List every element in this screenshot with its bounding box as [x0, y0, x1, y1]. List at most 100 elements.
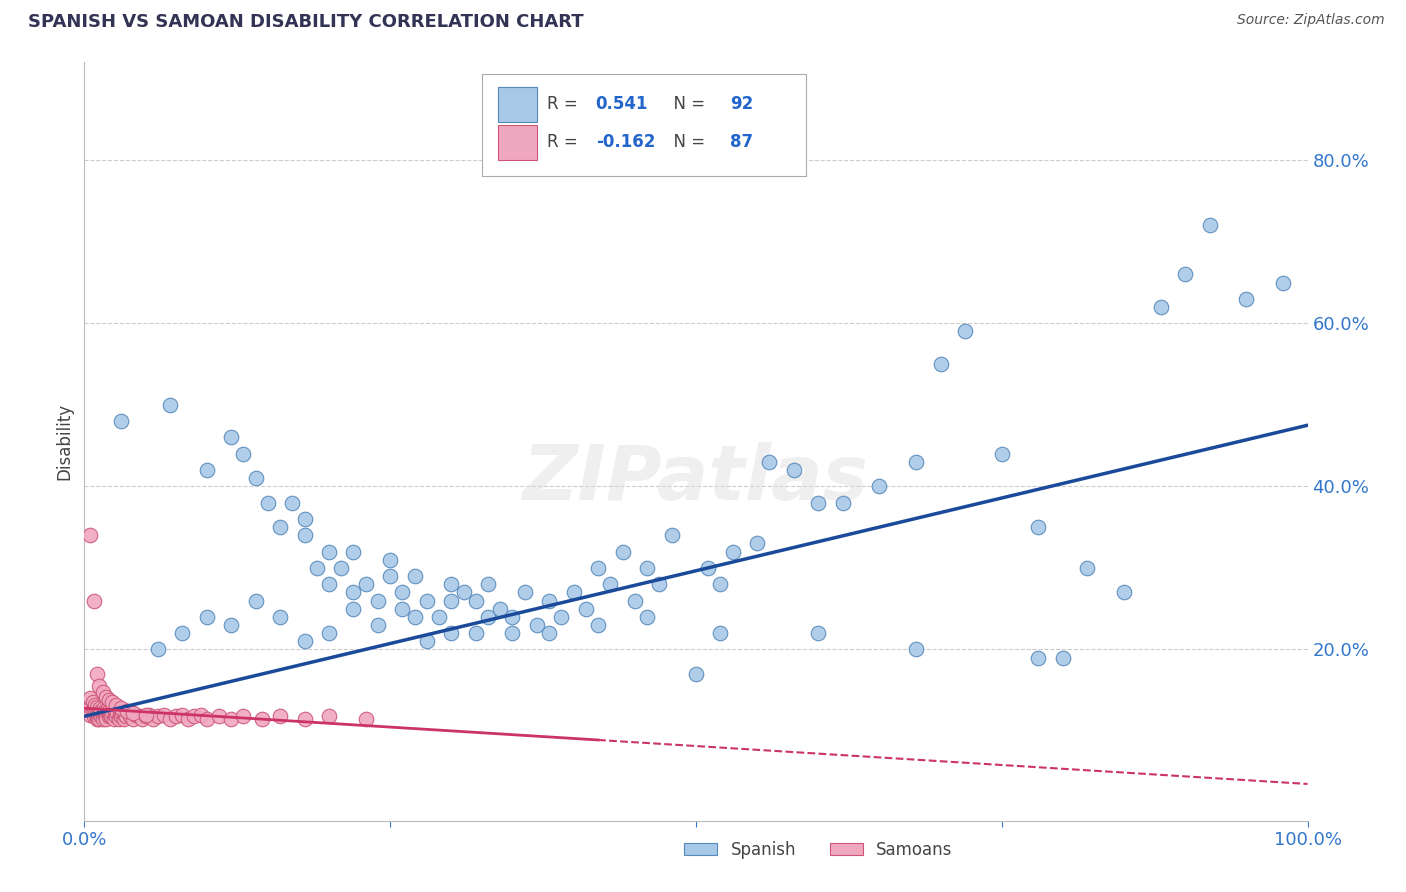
Point	[97, 706, 120, 720]
FancyBboxPatch shape	[498, 87, 537, 122]
Point	[697, 561, 720, 575]
Text: ZIPatlas: ZIPatlas	[523, 442, 869, 516]
Point	[783, 463, 806, 477]
Point	[105, 709, 128, 723]
Point	[135, 709, 157, 723]
Point	[100, 709, 122, 723]
Point	[1272, 276, 1295, 290]
Point	[758, 455, 780, 469]
Point	[111, 706, 134, 720]
Point	[354, 712, 377, 726]
Point	[97, 693, 120, 707]
Point	[110, 701, 132, 715]
Point	[86, 709, 108, 723]
Text: N =: N =	[664, 95, 710, 113]
Point	[1076, 561, 1098, 575]
Point	[599, 577, 621, 591]
Point	[294, 512, 316, 526]
Point	[440, 626, 463, 640]
Point	[114, 707, 136, 722]
Point	[104, 707, 127, 722]
Text: R =: R =	[547, 133, 582, 151]
Text: SPANISH VS SAMOAN DISABILITY CORRELATION CHART: SPANISH VS SAMOAN DISABILITY CORRELATION…	[28, 13, 583, 31]
Point	[195, 712, 218, 726]
Point	[190, 707, 212, 722]
Point	[869, 479, 891, 493]
Point	[79, 691, 101, 706]
Point	[245, 471, 267, 485]
Point	[89, 701, 111, 715]
Point	[1028, 650, 1050, 665]
Point	[685, 666, 707, 681]
Point	[146, 642, 169, 657]
Point	[142, 712, 165, 726]
FancyBboxPatch shape	[482, 74, 806, 177]
Point	[219, 712, 242, 726]
Point	[991, 447, 1014, 461]
Text: 87: 87	[730, 133, 754, 151]
Point	[586, 618, 609, 632]
Point	[86, 704, 108, 718]
Point	[318, 709, 340, 723]
Point	[91, 707, 114, 722]
Point	[101, 695, 124, 709]
Point	[172, 707, 194, 722]
Point	[93, 701, 115, 715]
Point	[391, 601, 413, 615]
Point	[721, 544, 744, 558]
Point	[115, 704, 138, 718]
Point	[416, 593, 439, 607]
Point	[115, 709, 138, 723]
Point	[257, 496, 280, 510]
Text: 0.541: 0.541	[596, 95, 648, 113]
Point	[905, 455, 928, 469]
Point	[103, 712, 125, 726]
Point	[367, 593, 389, 607]
Point	[648, 577, 671, 591]
Point	[89, 707, 111, 722]
Point	[1174, 268, 1197, 282]
Point	[120, 706, 142, 720]
Point	[391, 585, 413, 599]
Point	[87, 712, 110, 726]
Point	[122, 712, 145, 726]
Text: N =: N =	[664, 133, 710, 151]
Point	[93, 706, 115, 720]
Point	[97, 709, 120, 723]
Point	[87, 704, 110, 718]
Point	[440, 593, 463, 607]
Point	[97, 701, 120, 715]
Point	[138, 707, 160, 722]
Point	[79, 528, 101, 542]
Point	[281, 496, 304, 510]
Point	[342, 544, 364, 558]
Point	[245, 593, 267, 607]
Point	[195, 610, 218, 624]
Point	[96, 712, 118, 726]
Point	[91, 685, 114, 699]
Point	[440, 577, 463, 591]
Point	[195, 463, 218, 477]
Point	[404, 569, 426, 583]
Point	[86, 699, 108, 714]
Point	[294, 712, 316, 726]
Point	[83, 593, 105, 607]
Point	[135, 707, 157, 722]
Point	[502, 626, 524, 640]
Point	[159, 712, 181, 726]
Point	[342, 585, 364, 599]
Point	[502, 610, 524, 624]
Point	[96, 707, 118, 722]
Legend: Spanish, Samoans: Spanish, Samoans	[678, 834, 959, 865]
Point	[79, 699, 101, 714]
Point	[96, 690, 118, 704]
Point	[1028, 520, 1050, 534]
Point	[105, 706, 128, 720]
Point	[1198, 219, 1220, 233]
Point	[84, 698, 107, 712]
Point	[305, 561, 328, 575]
Point	[104, 704, 127, 718]
Point	[91, 712, 114, 726]
Point	[831, 496, 853, 510]
Point	[747, 536, 769, 550]
